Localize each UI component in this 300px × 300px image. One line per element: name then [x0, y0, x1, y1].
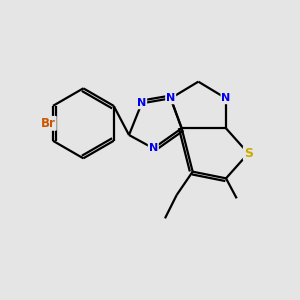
Text: Br: Br: [41, 117, 56, 130]
Text: N: N: [137, 98, 146, 108]
Text: N: N: [221, 93, 231, 103]
Text: N: N: [166, 93, 175, 103]
Text: S: S: [244, 147, 253, 160]
Text: N: N: [149, 143, 158, 153]
